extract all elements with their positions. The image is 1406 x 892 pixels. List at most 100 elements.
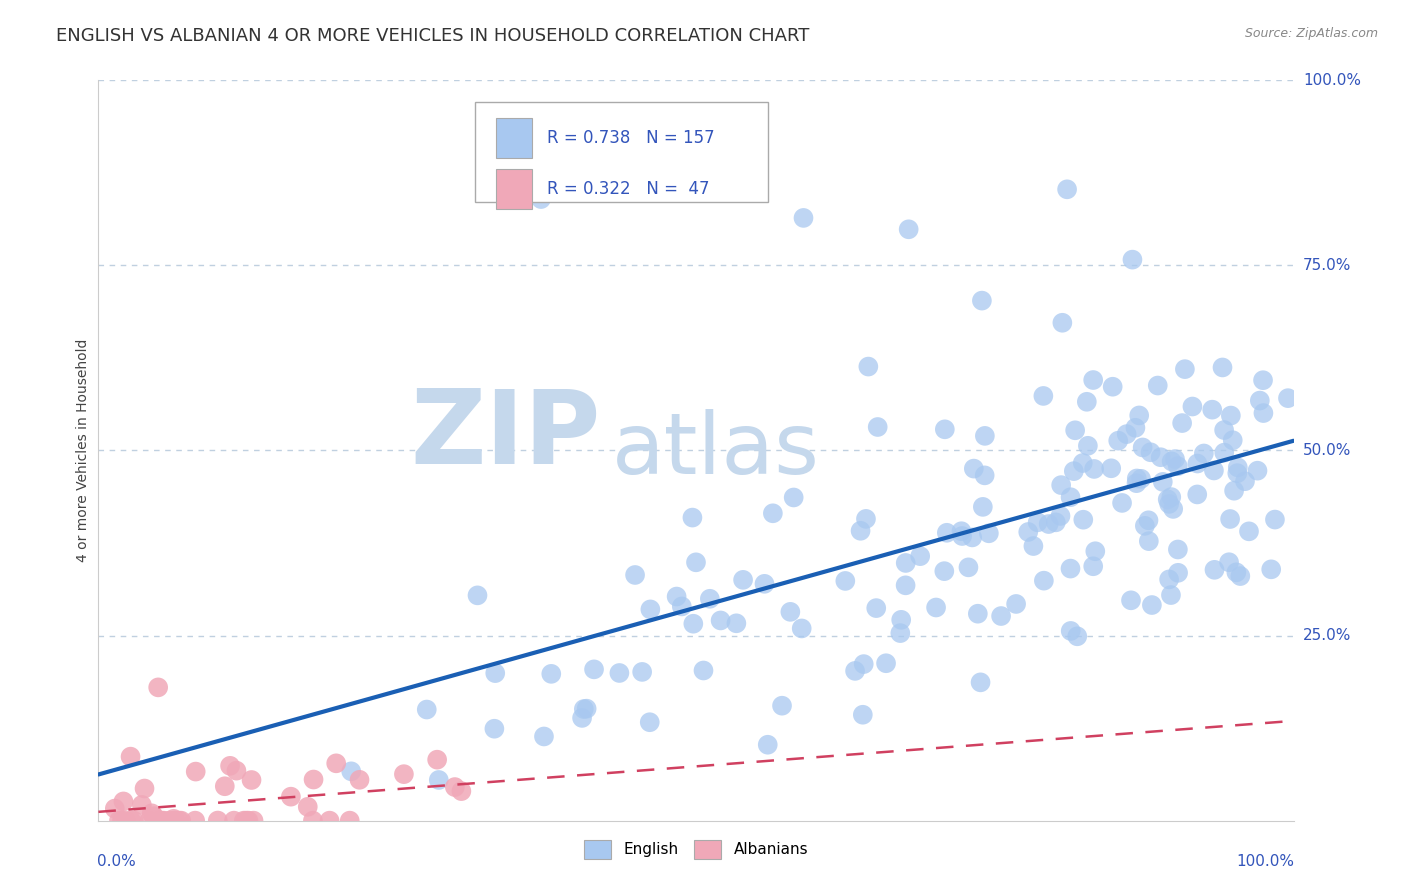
Point	[1059, 561, 1081, 575]
Point	[1161, 502, 1184, 516]
Point	[1167, 566, 1189, 580]
Point	[131, 797, 153, 812]
Point	[1213, 423, 1236, 437]
Point	[540, 666, 562, 681]
Point	[1132, 441, 1154, 455]
Point	[467, 588, 489, 602]
Point	[1022, 539, 1045, 553]
Point	[1249, 393, 1271, 408]
Point	[214, 779, 236, 793]
Point	[894, 578, 917, 592]
Point	[392, 767, 415, 781]
Point	[1219, 512, 1241, 526]
Point	[1202, 463, 1225, 477]
Point	[339, 814, 361, 828]
Point	[149, 814, 172, 828]
Text: ENGLISH VS ALBANIAN 4 OR MORE VEHICLES IN HOUSEHOLD CORRELATION CHART: ENGLISH VS ALBANIAN 4 OR MORE VEHICLES I…	[56, 27, 810, 45]
Point	[834, 574, 856, 588]
Point	[222, 814, 245, 828]
Point	[115, 814, 138, 828]
Point	[1063, 464, 1085, 478]
Point	[1164, 452, 1187, 467]
Point	[1201, 402, 1223, 417]
Point	[889, 626, 911, 640]
Point	[1130, 472, 1153, 486]
Point	[972, 500, 994, 514]
Point	[167, 814, 190, 828]
FancyBboxPatch shape	[496, 169, 533, 210]
Point	[1084, 544, 1107, 558]
Point	[184, 764, 207, 779]
Point	[1229, 569, 1251, 583]
Point	[1126, 471, 1149, 485]
Point	[1052, 316, 1074, 330]
Point	[990, 609, 1012, 624]
Point	[1146, 378, 1168, 392]
Point	[1237, 524, 1260, 539]
Point	[104, 801, 127, 815]
Point	[1192, 446, 1215, 460]
Point	[790, 622, 813, 636]
Point	[1066, 629, 1088, 643]
Point	[1059, 490, 1081, 504]
Point	[1140, 598, 1163, 612]
Text: R = 0.738   N = 157: R = 0.738 N = 157	[547, 129, 714, 147]
Point	[875, 657, 897, 671]
Point	[280, 789, 302, 804]
Point	[163, 814, 186, 828]
Point	[1083, 462, 1105, 476]
Point	[733, 573, 755, 587]
Point	[1119, 593, 1142, 607]
Point	[894, 556, 917, 570]
Point	[682, 616, 704, 631]
Point	[134, 781, 156, 796]
Point	[111, 814, 134, 828]
Point	[692, 664, 714, 678]
Point	[1222, 434, 1244, 448]
Point	[725, 616, 748, 631]
Point	[950, 529, 973, 543]
Point	[966, 607, 988, 621]
Point	[1253, 406, 1275, 420]
Point	[240, 772, 263, 787]
Point	[844, 664, 866, 678]
Point	[170, 814, 193, 828]
Point	[1050, 478, 1073, 492]
Point	[1160, 490, 1182, 504]
Point	[631, 665, 654, 679]
Point	[685, 555, 707, 569]
Y-axis label: 4 or more Vehicles in Household: 4 or more Vehicles in Household	[76, 339, 90, 562]
Text: Source: ZipAtlas.com: Source: ZipAtlas.com	[1244, 27, 1378, 40]
Point	[1038, 516, 1060, 531]
Point	[1174, 362, 1197, 376]
Point	[671, 599, 693, 614]
Point	[897, 222, 920, 236]
Text: 100.0%: 100.0%	[1303, 73, 1361, 87]
Point	[1115, 427, 1137, 442]
Point	[963, 461, 986, 475]
Point	[1160, 454, 1182, 468]
Point	[143, 809, 166, 823]
Point	[1139, 445, 1161, 459]
Point	[153, 814, 176, 828]
Point	[1005, 597, 1028, 611]
Point	[108, 814, 131, 828]
Point	[960, 530, 983, 544]
Point	[1213, 445, 1236, 459]
Point	[1076, 394, 1098, 409]
Point	[1107, 434, 1129, 448]
Text: ZIP: ZIP	[411, 385, 600, 486]
Point	[1167, 459, 1189, 474]
Point	[1226, 460, 1249, 475]
Point	[624, 568, 647, 582]
Point	[165, 814, 187, 828]
Point	[640, 602, 662, 616]
Point	[207, 814, 229, 828]
Text: 75.0%: 75.0%	[1303, 258, 1351, 273]
Point	[450, 784, 472, 798]
Point	[484, 666, 506, 681]
Point	[969, 675, 991, 690]
Text: 0.0%: 0.0%	[97, 854, 136, 869]
Point	[934, 564, 956, 578]
Point	[533, 730, 555, 744]
